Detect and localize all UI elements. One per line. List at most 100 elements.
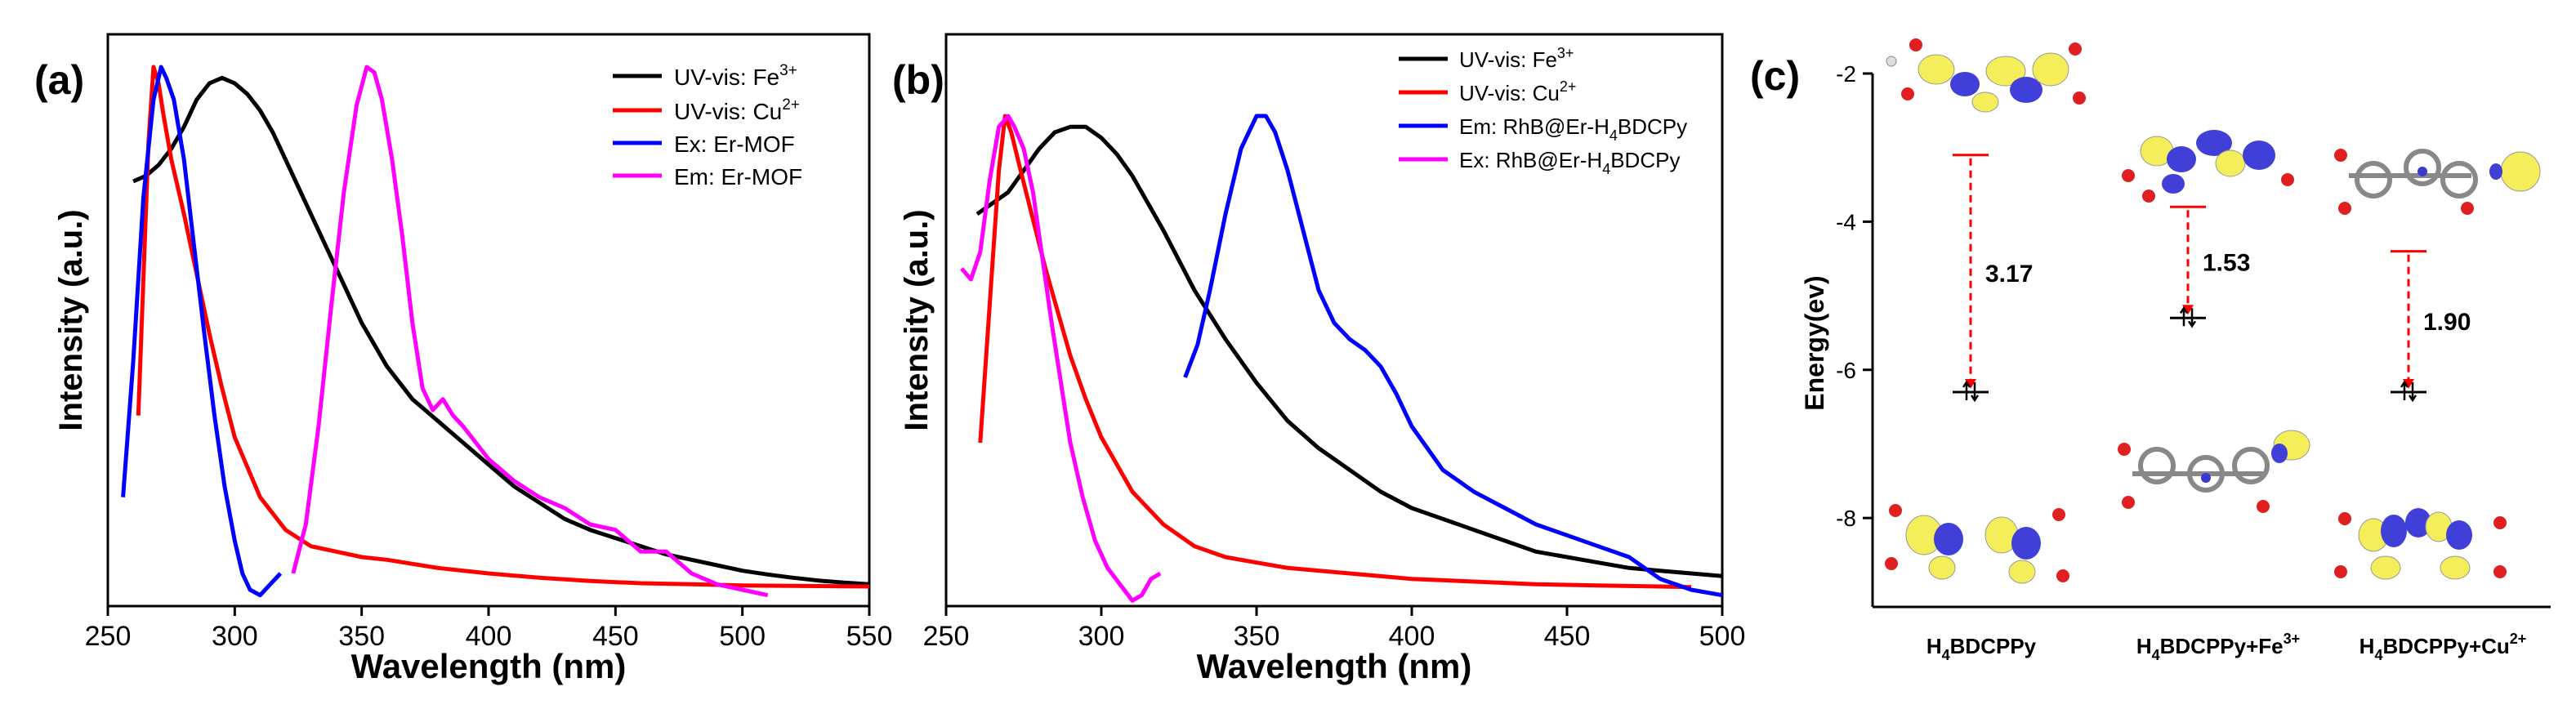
electron-up-icon <box>1962 380 1971 400</box>
orbital-lobe <box>2011 527 2041 560</box>
legend-entry-em-a: Em: Er-MOF <box>674 164 802 190</box>
x-tick-label: 250 <box>85 621 132 652</box>
atom-nitrogen <box>2418 167 2427 176</box>
x-tick-label: 550 <box>846 621 893 652</box>
x-tick-label: 400 <box>1389 621 1435 652</box>
atom-oxygen <box>2142 190 2155 203</box>
orbital-lobe <box>2405 508 2431 537</box>
panel-label-b: (b) <box>892 57 944 103</box>
orbital-lobe <box>2446 520 2472 550</box>
orbital-lobe <box>2381 515 2407 547</box>
gap-value-label: 1.90 <box>2423 309 2471 336</box>
orbital-lobe <box>2370 555 2401 580</box>
molecule-lumo-2 <box>2122 130 2294 203</box>
orbital-lobe <box>2271 444 2288 463</box>
column-label-3: H4BDCPPy+Cu2+ <box>2359 631 2527 663</box>
electron-down-icon <box>2187 308 2197 328</box>
series-lines-b <box>960 114 1723 603</box>
column-label-1: H4BDCPPy <box>1926 634 2037 663</box>
orbital-lobe <box>1928 555 1956 580</box>
legend-entry-ex-a: Ex: Er-MOF <box>674 132 795 157</box>
series-line-a-2 <box>121 65 283 598</box>
atom-oxygen <box>2118 443 2131 456</box>
atom-oxygen <box>2073 91 2086 105</box>
atom-oxygen <box>2338 512 2351 525</box>
molecule-lumo-1 <box>1886 38 2086 113</box>
y-ticks-c: -2 -4 -6 -8 <box>1836 61 1873 531</box>
x-tick-label: 400 <box>466 621 512 652</box>
atom-oxygen <box>2052 508 2065 521</box>
x-tick-label: 450 <box>1544 621 1591 652</box>
atom-oxygen <box>2334 149 2347 162</box>
x-tick-label: 350 <box>1234 621 1280 652</box>
x-tick-label: 300 <box>212 621 258 652</box>
orbital-lobe <box>1917 54 1955 85</box>
x-axis-label-a: Wavelength (nm) <box>351 647 627 685</box>
molecule-homo-2 <box>2118 430 2310 513</box>
legend-entry-cu-a: UV-vis: Cu2+ <box>674 96 800 124</box>
orbital-lobe <box>2500 151 2541 192</box>
series-line-b-2 <box>1183 114 1723 598</box>
orbital-lobe <box>2196 130 2232 156</box>
orbital-lobe <box>2243 140 2275 170</box>
x-tick-label: 450 <box>592 621 639 652</box>
orbital-lobe <box>2215 149 2246 177</box>
series-line-b-1 <box>978 114 1692 590</box>
atom-oxygen <box>2069 42 2082 56</box>
y-axis-label-c: Energy(ev) <box>1800 275 1829 410</box>
electron-down-icon <box>2408 381 2418 403</box>
atom-oxygen <box>2122 496 2135 509</box>
orbital-lobe <box>1934 523 1963 555</box>
gap-value-label: 3.17 <box>1985 261 2033 288</box>
ring <box>2187 455 2225 493</box>
atom-oxygen <box>2056 569 2069 582</box>
series-line-a-1 <box>136 65 870 589</box>
panel-b: (b) 250 300 350 400 450 500 Wavelength (nm) I… <box>892 33 1745 685</box>
legend-entry-cu-b: UV-vis: Cu2+ <box>1459 78 1576 105</box>
ring <box>2232 447 2270 484</box>
orbital-lobe <box>2008 560 2036 584</box>
panel-c: (c) -2 -4 -6 -8 Energy(ev) 3.17 1.53 1.90 <box>1750 38 2551 663</box>
series-line-a-0 <box>132 75 870 586</box>
orbital-lobe <box>2032 52 2069 87</box>
atom-oxygen <box>1901 87 1914 100</box>
ring <box>2404 149 2441 186</box>
atom-oxygen <box>2493 516 2507 529</box>
legend-entry-fe-b: UV-vis: Fe3+ <box>1459 45 1574 72</box>
x-axis-label-b: Wavelength (nm) <box>1197 647 1472 685</box>
legend-entry-em-b: Em: RhB@Er-H4BDCPy <box>1459 114 1687 144</box>
atom-oxygen <box>2493 565 2507 578</box>
x-tick-label: 300 <box>1078 621 1125 652</box>
orbital-lobe <box>2162 174 2185 194</box>
atom-nitrogen <box>2201 473 2211 483</box>
series-lines-a <box>121 65 870 598</box>
y-tick-label: -2 <box>1836 61 1856 87</box>
atom-oxygen <box>2281 173 2294 186</box>
atom-oxygen <box>1885 557 1898 570</box>
legend-a: UV-vis: Fe3+ UV-vis: Cu2+ Ex: Er-MOF Em:… <box>613 62 802 190</box>
gap-arrowhead <box>2403 378 2414 389</box>
atom-oxygen <box>1889 504 1902 517</box>
legend-entry-ex-b: Ex: RhB@Er-H4BDCPy <box>1459 148 1680 177</box>
gap-arrowhead <box>2182 305 2194 315</box>
atom-oxygen <box>2461 202 2474 215</box>
y-tick-label: -8 <box>1836 506 1856 531</box>
plot-frame-b <box>944 33 1724 608</box>
electron-up-icon <box>2400 380 2409 400</box>
x-tick-label: 500 <box>719 621 766 652</box>
ring <box>2440 161 2478 198</box>
x-tick-label: 350 <box>338 621 385 652</box>
legend-entry-fe-a: UV-vis: Fe3+ <box>674 62 797 90</box>
column-label-2: H4BDCPPy+Fe3+ <box>2136 631 2300 663</box>
y-axis-label-b: Intensity (a.u.) <box>899 209 935 430</box>
x-tick-label: 250 <box>923 621 970 652</box>
gap-value-label: 1.53 <box>2203 249 2250 276</box>
molecule-homo-1 <box>1885 504 2069 584</box>
atom-oxygen <box>2257 500 2270 513</box>
y-tick-label: -4 <box>1836 209 1856 234</box>
orbital-lobe <box>2489 163 2502 180</box>
orbital-lobe <box>1950 72 1980 96</box>
atom-hydrogen <box>1886 56 1897 67</box>
energy-levels-c: 3.17 1.53 1.90 <box>1953 154 2471 403</box>
orbital-lobe <box>1985 56 2026 87</box>
